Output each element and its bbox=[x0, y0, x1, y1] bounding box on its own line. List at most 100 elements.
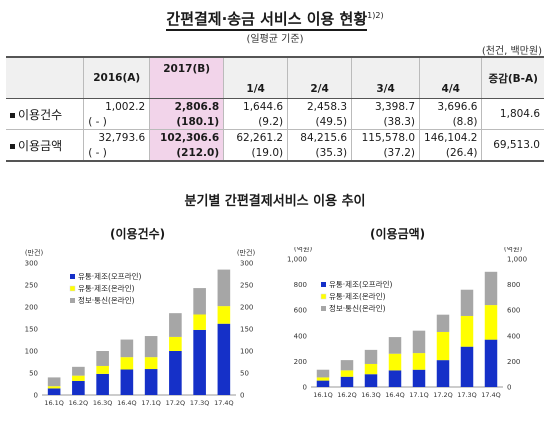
bar-segment bbox=[169, 351, 182, 395]
header-quarter-span bbox=[419, 56, 483, 80]
bar-segment bbox=[120, 339, 134, 358]
bar-segment bbox=[96, 373, 109, 395]
cell-change: 69,513.0 bbox=[481, 129, 544, 162]
x-tick-label: 17.1Q bbox=[409, 391, 429, 399]
x-tick-label: 17.1Q bbox=[141, 399, 161, 407]
bar-segment bbox=[436, 314, 450, 332]
bar-segment bbox=[96, 351, 109, 366]
bar-segment bbox=[47, 377, 61, 387]
cell-q1-rate: (19.0) bbox=[223, 145, 289, 162]
y-tick-label-right: 800 bbox=[507, 281, 520, 289]
y-tick-label-left: 600 bbox=[294, 307, 307, 315]
x-tick-label: 17.4Q bbox=[481, 391, 501, 399]
table-row: ( - ) (212.0) (19.0) (35.3) (37.2) (26.4… bbox=[6, 145, 544, 162]
title-footnote-marks: 1)2) bbox=[367, 11, 384, 20]
bar-segment bbox=[193, 314, 206, 330]
bar-segment bbox=[72, 375, 85, 381]
header-q1: 1/4 bbox=[223, 80, 289, 99]
bar-segment bbox=[340, 376, 354, 387]
y-tick-label-right: 200 bbox=[507, 358, 520, 366]
header-blank bbox=[6, 56, 85, 80]
y-tick-label-right: 600 bbox=[507, 307, 520, 315]
legend-label: 정보·통신(온라인) bbox=[78, 295, 135, 305]
y-tick-label-left: 800 bbox=[294, 281, 307, 289]
y-tick-label-right: 400 bbox=[507, 332, 520, 340]
legend-label: 정보·통신(온라인) bbox=[329, 303, 386, 313]
header-quarter-span bbox=[351, 56, 421, 80]
y-tick-label-left: 50 bbox=[29, 370, 38, 378]
bar-segment bbox=[364, 349, 378, 364]
y-tick-label-left: 100 bbox=[25, 348, 38, 356]
bar-segment bbox=[217, 323, 231, 395]
x-tick-label: 16.4Q bbox=[117, 399, 137, 407]
bullet-icon bbox=[10, 112, 15, 118]
header-q2: 2/4 bbox=[287, 80, 353, 99]
bar-segment bbox=[412, 369, 426, 387]
cell-q4: 146,104.2 bbox=[419, 129, 483, 145]
legend-label: 유통·제조(온라인) bbox=[329, 291, 386, 301]
page-title-text: 간편결제·송금 서비스 이용 현황 bbox=[166, 10, 368, 31]
bar-segment bbox=[169, 336, 182, 351]
x-tick-label: 17.2Q bbox=[433, 391, 453, 399]
cell-2016-rate: ( - ) bbox=[83, 114, 151, 130]
header-q4: 4/4 bbox=[419, 80, 482, 99]
left-unit-label: (억원) bbox=[294, 247, 313, 253]
y-tick-label-left: 300 bbox=[25, 260, 38, 268]
page-subtitle: (일평균 기준) bbox=[246, 34, 304, 45]
table-subheader-row: 1/4 2/4 3/4 4/4 bbox=[6, 80, 544, 99]
cell-2016-rate: ( - ) bbox=[83, 145, 151, 162]
legend-swatch bbox=[70, 274, 75, 279]
cell-2017-rate: (212.0) bbox=[149, 145, 225, 162]
x-tick-label: 16.1Q bbox=[313, 391, 333, 399]
x-tick-label: 17.4Q bbox=[214, 399, 234, 407]
bar-segment bbox=[484, 339, 498, 387]
cell-q2: 84,215.6 bbox=[287, 129, 353, 145]
x-tick-label: 16.3Q bbox=[361, 391, 381, 399]
y-tick-label-right: 250 bbox=[240, 282, 253, 290]
cell-2017: 2,806.8 bbox=[149, 98, 225, 114]
y-tick-label-left: 150 bbox=[25, 326, 38, 334]
table-row: ( - ) (180.1) (9.2) (49.5) (38.3) (8.8) bbox=[6, 114, 544, 130]
bar-segment bbox=[47, 388, 61, 395]
section-title: 분기별 간편결제서비스 이용 추이 bbox=[184, 194, 366, 209]
bar-segment bbox=[388, 370, 402, 387]
y-tick-label-left: 0 bbox=[34, 392, 38, 400]
bar-segment bbox=[144, 336, 158, 358]
bar-segment bbox=[388, 337, 402, 354]
cell-q1: 1,644.6 bbox=[223, 98, 289, 114]
y-tick-label-left: 0 bbox=[303, 384, 307, 392]
chart-title-amount: (이용금액) bbox=[370, 227, 426, 241]
table-row: 이용금액 32,793.6 102,306.6 62,261.2 84,215.… bbox=[6, 129, 544, 162]
unit-label: (천건, 백만원) bbox=[481, 46, 542, 57]
cell-q2-rate: (49.5) bbox=[287, 114, 353, 130]
y-tick-label-left: 1,000 bbox=[287, 256, 307, 264]
y-tick-label-right: 1,000 bbox=[507, 256, 527, 264]
legend-swatch bbox=[320, 293, 327, 300]
table-row: 이용건수 1,002.2 2,806.8 1,644.6 2,458.3 3,3… bbox=[6, 98, 544, 130]
cell-2016: 32,793.6 bbox=[83, 129, 151, 145]
x-tick-label: 16.1Q bbox=[44, 399, 64, 407]
header-change: 증감(B-A) bbox=[481, 56, 544, 99]
cell-q2-rate: (35.3) bbox=[287, 145, 353, 162]
bar-segment bbox=[193, 288, 206, 315]
legend-label: 유통·제조(오프라인) bbox=[329, 279, 393, 289]
cell-q1: 62,261.2 bbox=[223, 129, 289, 145]
bar-segment bbox=[120, 369, 134, 395]
bar-segment bbox=[460, 346, 474, 387]
y-tick-label-left: 200 bbox=[294, 358, 307, 366]
bar-segment bbox=[364, 363, 378, 375]
y-tick-label-right: 150 bbox=[240, 326, 253, 334]
left-unit-label: (만건) bbox=[25, 248, 44, 257]
right-unit-label: (만건) bbox=[237, 248, 256, 257]
bar-segment bbox=[340, 370, 354, 377]
bar-segment bbox=[316, 369, 330, 378]
bar-segment bbox=[144, 357, 158, 370]
header-quarter-span bbox=[287, 56, 353, 80]
bar-segment bbox=[316, 380, 330, 387]
cell-q4-rate: (26.4) bbox=[419, 145, 482, 162]
header-quarter-span bbox=[223, 56, 289, 80]
x-tick-label: 16.2Q bbox=[337, 391, 357, 399]
right-unit-label: (억원) bbox=[504, 247, 523, 253]
bar-segment bbox=[436, 331, 450, 361]
subheader-blank bbox=[6, 80, 85, 99]
